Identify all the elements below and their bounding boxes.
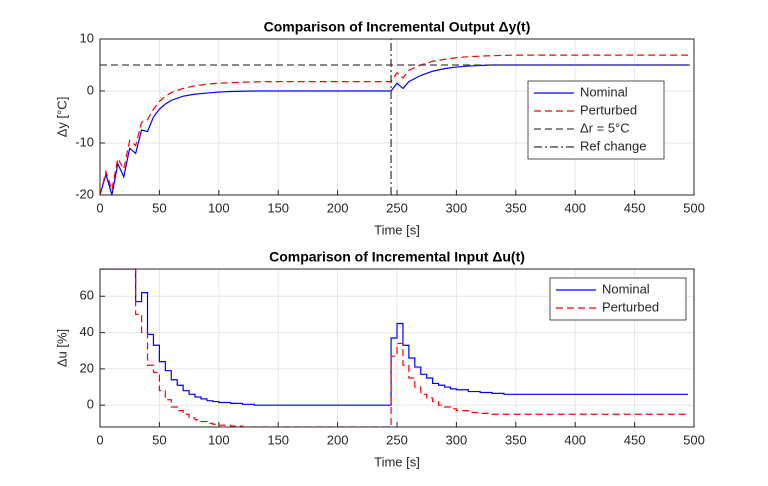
x-tick-label: 500: [683, 432, 705, 447]
legend-label: Perturbed: [580, 102, 637, 117]
y-axis-label: Δy [°C]: [54, 97, 69, 138]
x-tick-label: 300: [446, 200, 468, 215]
chart-title: Comparison of Incremental Input Δu(t): [269, 249, 525, 265]
y-tick-label: 40: [80, 324, 94, 339]
x-tick-label: 400: [564, 200, 586, 215]
x-tick-label: 50: [152, 200, 166, 215]
x-tick-label: 0: [96, 200, 103, 215]
x-tick-label: 300: [446, 432, 468, 447]
series-group: [100, 39, 694, 195]
x-tick-label: 200: [327, 200, 349, 215]
x-tick-label: 250: [386, 432, 408, 447]
legend-box: [549, 277, 687, 321]
legend-label: Nominal: [580, 84, 628, 99]
x-tick-label: 150: [267, 432, 289, 447]
y-tick-label: 10: [80, 30, 94, 45]
axes-box: [99, 268, 695, 428]
x-tick-label: 350: [505, 200, 527, 215]
x-axis-label: Time [s]: [374, 222, 420, 237]
legend-label: Ref change: [580, 138, 647, 153]
chart-title: Comparison of Incremental Output Δy(t): [264, 19, 531, 35]
series-line: [100, 269, 689, 406]
x-tick-label: 50: [152, 432, 166, 447]
y-axis-label: Δu [%]: [54, 329, 69, 367]
y-tick-label: 0: [87, 82, 94, 97]
x-tick-label: 250: [386, 200, 408, 215]
y-tick-label: 60: [80, 288, 94, 303]
x-tick-label: 200: [327, 432, 349, 447]
legend-label: Δr = 5°C: [580, 120, 630, 135]
x-tick-label: 100: [208, 432, 230, 447]
x-tick-label: 350: [505, 432, 527, 447]
x-tick-label: 500: [683, 200, 705, 215]
x-tick-label: 400: [564, 432, 586, 447]
legend-label: Perturbed: [602, 299, 659, 314]
x-tick-label: 150: [267, 200, 289, 215]
y-tick-label: 0: [87, 397, 94, 412]
y-tick-label: 20: [80, 360, 94, 375]
x-tick-label: 450: [624, 200, 646, 215]
x-tick-label: 100: [208, 200, 230, 215]
x-tick-label: 450: [624, 432, 646, 447]
y-tick-label: -10: [75, 134, 94, 149]
y-tick-label: -20: [75, 186, 94, 201]
x-axis-label: Time [s]: [374, 454, 420, 469]
x-tick-label: 0: [96, 432, 103, 447]
axes-box: [99, 38, 695, 196]
legend-box: [527, 80, 665, 160]
legend-label: Nominal: [602, 281, 650, 296]
